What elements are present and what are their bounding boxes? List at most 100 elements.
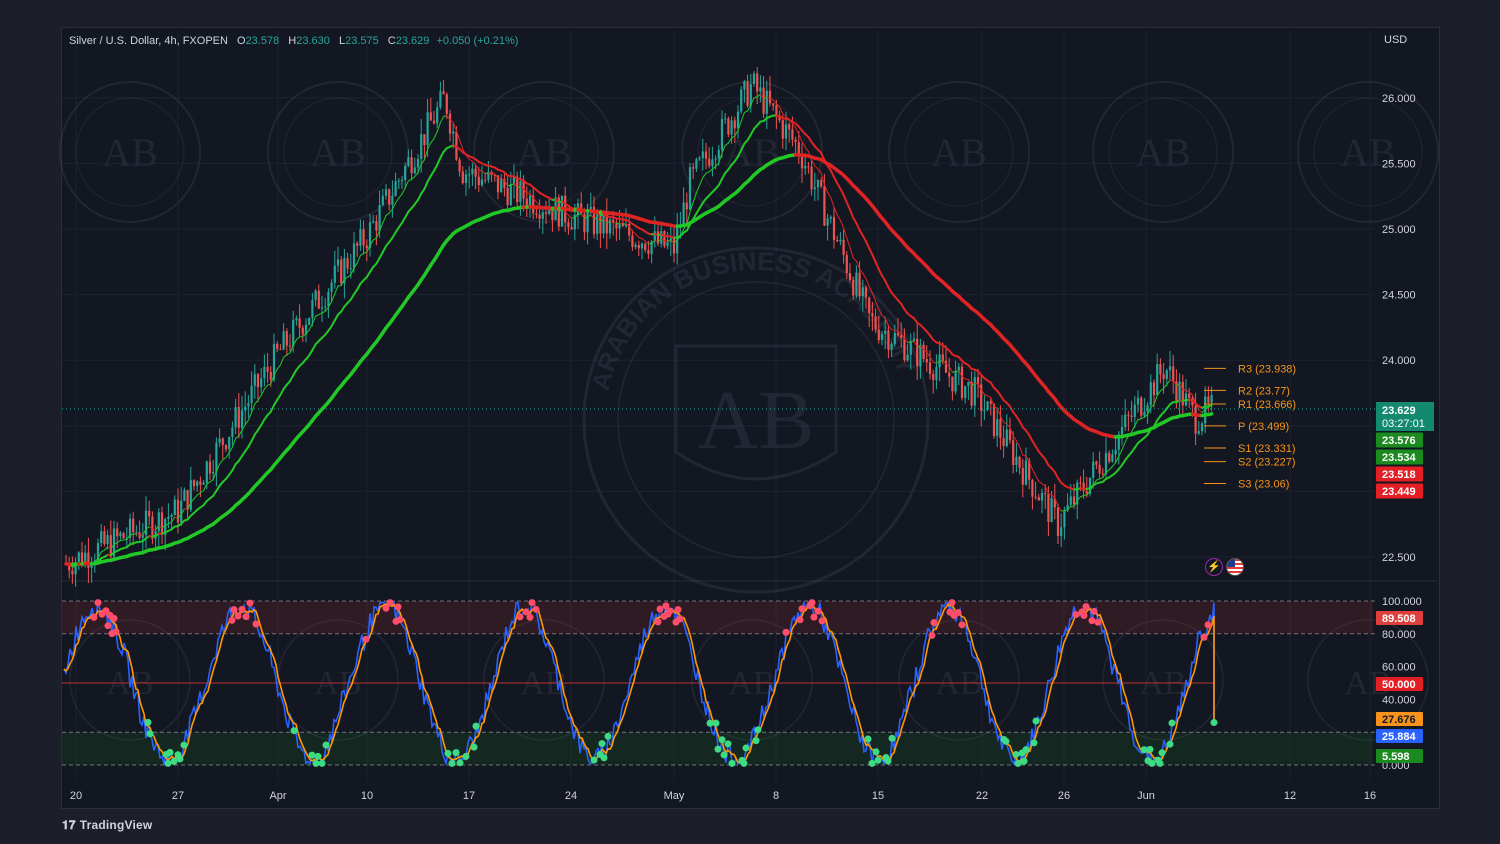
ema-fast-segment	[257, 394, 262, 401]
candle-body	[77, 552, 80, 562]
ema-mid-segment	[292, 368, 298, 377]
candle-body	[196, 481, 199, 487]
stoch-cross-dot	[928, 631, 936, 639]
ema-fast-segment	[820, 172, 825, 186]
ema-fast-segment	[935, 360, 941, 364]
candle-body	[1053, 498, 1056, 508]
lightning-icon[interactable]: ⚡	[1205, 558, 1223, 576]
ema-mid-segment	[839, 187, 845, 196]
price-axis: 26.000 25.500 25.000 24.500 24.000 22.500	[1382, 93, 1416, 564]
currency-label[interactable]: USD	[1384, 34, 1408, 46]
candle-body	[1015, 456, 1018, 465]
ema-fast-segment	[311, 315, 317, 325]
ema-fast-segment	[718, 152, 723, 164]
candle-body	[925, 359, 928, 363]
time-tick: Apr	[269, 790, 286, 802]
candle-body	[848, 273, 852, 281]
ema-fast-segment	[971, 382, 976, 386]
candle-body	[167, 517, 170, 520]
stoch-cross-dot	[532, 605, 540, 613]
ema-fast-segment	[929, 356, 934, 363]
ema-mid-segment	[250, 433, 256, 442]
candle-body	[922, 344, 925, 360]
ema-mid-segment	[1053, 470, 1059, 480]
ema-mid-segment	[989, 381, 995, 389]
ema-fast-segment	[1188, 391, 1193, 396]
pivot-label: R2 (23.77)	[1238, 385, 1290, 397]
ema-fast-segment	[436, 122, 441, 133]
candle-body	[720, 119, 724, 150]
tradingview-brand[interactable]: 𝟏𝟕 TradingView	[62, 818, 152, 833]
watermark-ring	[1307, 619, 1429, 741]
ema-fast-segment	[1175, 384, 1181, 386]
ema-slow	[64, 153, 1214, 567]
ema-fast-segment	[811, 159, 816, 167]
ema-fast-segment	[532, 197, 537, 203]
candle-body	[269, 371, 272, 380]
candle-body	[813, 187, 816, 190]
stoch-cross-dot	[526, 613, 534, 621]
ema-fast-segment	[327, 301, 333, 308]
ema-fast-segment	[401, 187, 406, 195]
candle-body	[173, 499, 176, 516]
candle-body	[480, 179, 484, 186]
ema-fast-segment	[756, 94, 761, 98]
ema-fast-segment	[734, 129, 739, 137]
candle-body	[666, 242, 669, 247]
watermark-logo: AB	[931, 130, 987, 175]
ema-fast-segment	[1086, 490, 1091, 496]
ema-fast-segment	[247, 412, 253, 421]
candle-body	[164, 519, 167, 535]
ema-fast-segment	[833, 206, 838, 216]
ema-fast-segment	[721, 145, 726, 154]
chart-frame[interactable]	[61, 27, 1440, 809]
ema-fast-segment	[398, 193, 403, 199]
candle-body	[928, 362, 932, 374]
candle-body	[1175, 381, 1178, 403]
stoch-cross-dot	[314, 752, 322, 760]
candle-body	[685, 202, 688, 210]
candle-body	[516, 176, 519, 203]
price-tick: 22.500	[1382, 552, 1416, 564]
candle-body	[807, 166, 810, 168]
ema-mid-segment	[356, 282, 362, 291]
candle-body	[474, 168, 477, 177]
candle-body	[695, 159, 698, 169]
ema-fast-segment	[334, 285, 339, 295]
ema-mid-segment	[877, 268, 883, 277]
candle-body	[493, 174, 496, 176]
ema-fast-segment	[177, 513, 182, 519]
candle-body	[1200, 423, 1204, 432]
ema-fast-segment	[430, 138, 435, 144]
candle-body	[996, 419, 999, 437]
ema-fast-segment	[884, 318, 889, 327]
candle-body	[68, 563, 71, 571]
ema-fast-segment	[980, 389, 985, 395]
watermark-big-ring	[617, 281, 895, 559]
candle-body	[1056, 507, 1060, 536]
ema-fast-segment	[919, 345, 925, 350]
stoch-tick: 40.000	[1382, 694, 1416, 706]
watermark-ring	[59, 81, 201, 223]
ema-fast-segment	[830, 197, 835, 208]
ema-mid-segment	[273, 398, 279, 407]
ema-mid-segment	[749, 127, 755, 136]
candle-body	[592, 206, 596, 234]
ema-fast-segment	[743, 110, 749, 113]
ema-fast-segment	[535, 201, 541, 207]
candle-body	[1136, 397, 1140, 405]
stoch-cross-dot	[1020, 757, 1028, 765]
symbol-title[interactable]: Silver / U.S. Dollar, 4h, FXOPEN	[69, 35, 228, 47]
ema-fast-segment	[926, 351, 931, 358]
stoch-cross-dot	[674, 606, 682, 614]
pivot-label: P (23.499)	[1238, 421, 1289, 433]
ema-fast-segment	[1179, 384, 1184, 390]
ema-fast-segment	[283, 354, 288, 358]
watermark-ring	[888, 81, 1030, 223]
stoch-cross-dot	[752, 737, 760, 745]
ema-fast-segment	[1153, 395, 1158, 406]
candle-body	[1069, 496, 1072, 505]
ema-fast-segment	[875, 300, 880, 311]
us-flag-icon[interactable]	[1226, 558, 1244, 576]
